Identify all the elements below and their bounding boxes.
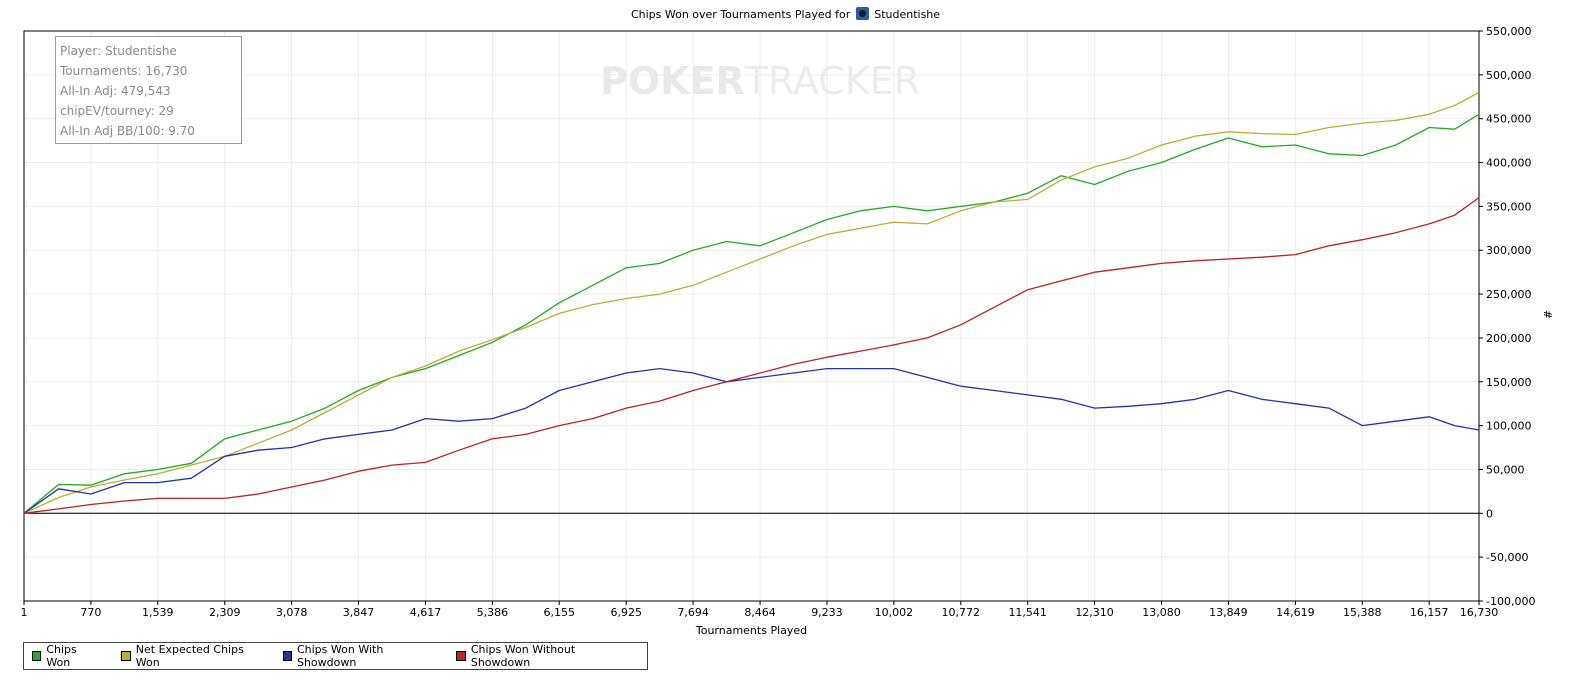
y-tick-label: 400,000: [1486, 157, 1532, 170]
legend-swatch: [456, 651, 466, 661]
series-line-0: [23, 113, 1480, 514]
x-tick-label: 11,541: [1008, 606, 1047, 619]
legend-swatch: [282, 651, 292, 661]
x-tick-label: 1: [21, 606, 28, 619]
y-axis-title: #: [1541, 309, 1555, 320]
series-line-2: [23, 367, 1480, 514]
y-tick-label: 0: [1486, 507, 1493, 520]
y-tick-label: -50,000: [1486, 551, 1528, 564]
infobox-tournaments: Tournaments: 16,730: [60, 64, 188, 78]
x-tick-label: 4,617: [410, 606, 442, 619]
x-tick-label: 16,157: [1410, 606, 1449, 619]
legend-swatch: [32, 651, 42, 661]
legend-item-without-showdown[interactable]: Chips Won Without Showdown: [456, 643, 625, 669]
chart-title: Chips Won over Tournaments Played for St…: [0, 7, 1571, 22]
chart-legend: Chips Won Net Expected Chips Won Chips W…: [23, 642, 648, 670]
infobox-chipev: chipEV/tourney: 29: [60, 104, 174, 118]
plot-area: [24, 31, 1479, 601]
legend-item-with-showdown[interactable]: Chips Won With Showdown: [282, 643, 435, 669]
series-line-3: [23, 197, 1480, 514]
x-tick-label: 16,730: [1460, 606, 1499, 619]
y-tick-label: 150,000: [1486, 376, 1532, 389]
pokertracker-watermark: POKERTRACKER: [600, 59, 921, 103]
x-tick-label: 10,002: [875, 606, 914, 619]
y-tick-label: 550,000: [1486, 25, 1532, 38]
x-tick-label: 13,849: [1209, 606, 1248, 619]
chart-title-text: Chips Won over Tournaments Played for: [630, 8, 851, 21]
infobox-bb100: All-In Adj BB/100: 9.70: [60, 124, 195, 138]
x-tick-label: 7,694: [677, 606, 709, 619]
x-tick-label: 5,386: [477, 606, 509, 619]
x-tick-label: 13,080: [1142, 606, 1181, 619]
infobox-player: Player: Studentishe: [60, 44, 177, 58]
x-tick-label: 6,925: [610, 606, 642, 619]
x-tick-label: 2,309: [209, 606, 241, 619]
x-tick-label: 3,078: [276, 606, 308, 619]
stats-infobox: Player: Studentishe Tournaments: 16,730 …: [55, 36, 242, 144]
legend-swatch: [121, 651, 131, 661]
pokertracker-player-icon: [855, 7, 869, 20]
y-tick-label: 350,000: [1486, 200, 1532, 213]
x-tick-label: 15,388: [1343, 606, 1382, 619]
y-tick-label: 250,000: [1486, 288, 1532, 301]
y-tick-label: 100,000: [1486, 420, 1532, 433]
infobox-allin-adj: All-In Adj: 479,543: [60, 84, 171, 98]
x-tick-label: 14,619: [1276, 606, 1315, 619]
series-line-1: [23, 91, 1480, 514]
x-tick-label: 12,310: [1075, 606, 1114, 619]
x-tick-label: 10,772: [942, 606, 981, 619]
y-tick-label: 300,000: [1486, 244, 1532, 257]
plot-border: [23, 30, 1480, 602]
x-tick-label: 6,155: [543, 606, 575, 619]
legend-item-net-expected[interactable]: Net Expected Chips Won: [121, 643, 260, 669]
y-tick-label: 200,000: [1486, 332, 1532, 345]
x-tick-label: 9,233: [811, 606, 843, 619]
y-tick-label: 500,000: [1486, 69, 1532, 82]
chart-title-player: Studentishe: [874, 8, 941, 21]
y-tick-label: 450,000: [1486, 113, 1532, 126]
x-tick-label: 8,464: [744, 606, 776, 619]
legend-item-chips-won[interactable]: Chips Won: [32, 643, 99, 669]
x-tick-label: 3,847: [343, 606, 375, 619]
x-tick-label: 770: [80, 606, 101, 619]
y-tick-label: 50,000: [1486, 463, 1525, 476]
x-tick-label: 1,539: [142, 606, 174, 619]
x-axis-title: Tournaments Played: [695, 624, 808, 637]
y-tick-label: -100,000: [1486, 595, 1535, 608]
